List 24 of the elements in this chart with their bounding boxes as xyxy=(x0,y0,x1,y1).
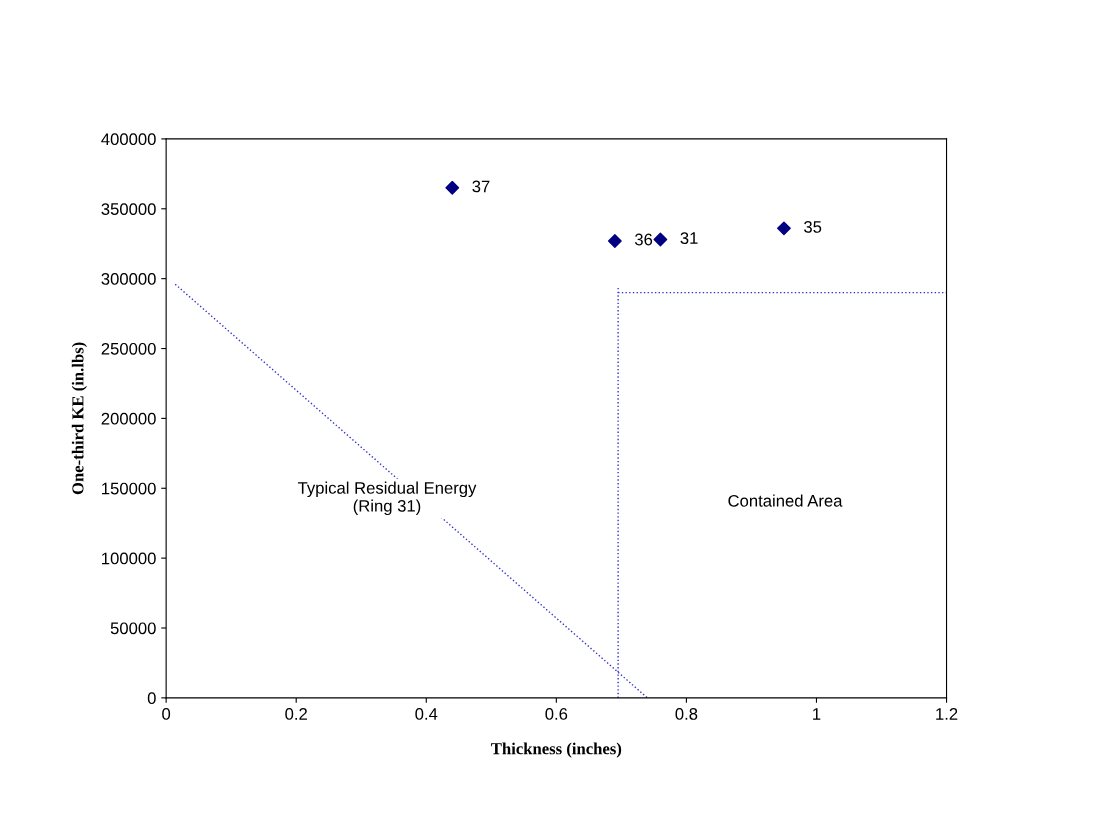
y-tick-label: 50000 xyxy=(110,622,156,635)
annotation: 35 xyxy=(804,221,822,233)
annotation: Contained Area xyxy=(728,494,843,507)
y-tick-label: 350000 xyxy=(101,203,156,215)
x-tick-label: 1 xyxy=(813,708,821,720)
x-tick-label: 1.2 xyxy=(936,708,958,720)
x-tick-label: 0.8 xyxy=(675,708,698,720)
y-tick-label: 400000 xyxy=(101,133,156,146)
x-tick-label: 0.4 xyxy=(415,708,438,720)
y-tick-label: 100000 xyxy=(102,552,156,565)
y-tick-label: 0 xyxy=(147,692,156,705)
x-axis-title: Thickness (inches) xyxy=(491,742,622,758)
y-tick-label: 150000 xyxy=(102,482,156,495)
annotation: 31 xyxy=(680,232,698,244)
annotation: Typical Residual Energy (Ring 31) xyxy=(297,481,477,516)
annotation: 36 xyxy=(634,233,653,246)
y-axis-title: One-third KE (in.lbs) xyxy=(71,342,87,495)
y-tick-label: 200000 xyxy=(101,412,156,425)
x-tick-label: 0.6 xyxy=(545,708,568,720)
y-tick-label: 250000 xyxy=(101,342,156,355)
annotation: 37 xyxy=(472,180,490,193)
x-tick-label: 0.2 xyxy=(285,708,307,720)
x-tick-label: 0 xyxy=(162,708,171,720)
y-tick-label: 300000 xyxy=(101,273,156,285)
